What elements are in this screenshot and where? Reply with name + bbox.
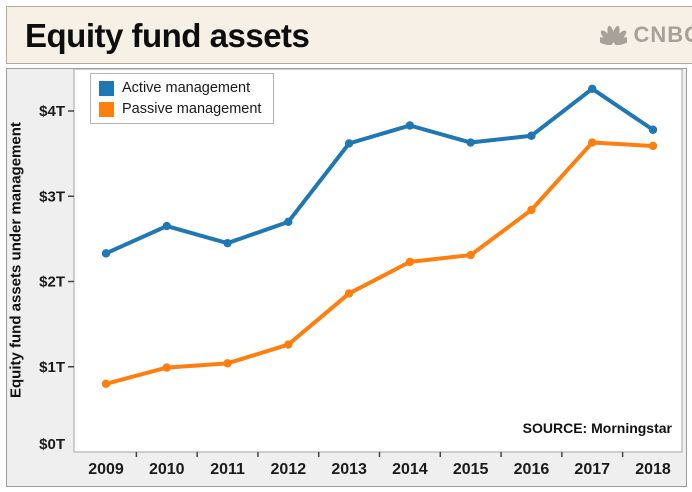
y-tick-label: $4T	[39, 103, 65, 120]
legend-item: Passive management	[99, 101, 261, 117]
plot-background	[73, 68, 683, 453]
data-point	[405, 257, 415, 267]
series-line-0	[104, 86, 655, 256]
x-tick-label: 2013	[331, 461, 367, 478]
data-point	[162, 221, 171, 231]
data-point	[527, 131, 536, 140]
x-tick-label: 2014	[392, 461, 428, 478]
data-point	[648, 141, 658, 151]
data-point	[162, 363, 171, 372]
legend-swatch	[99, 101, 114, 117]
y-tick-label: $1T	[39, 359, 65, 376]
y-axis-title: Equity fund assets under management	[7, 122, 25, 399]
data-point	[466, 250, 475, 260]
x-tick-label: 2010	[149, 461, 185, 478]
peacock-icon	[600, 25, 628, 46]
data-point	[527, 205, 536, 215]
data-point	[405, 121, 415, 130]
data-point	[284, 340, 293, 349]
legend-swatch	[99, 80, 114, 96]
cnbc-logo-text: CNBC	[633, 22, 692, 47]
data-point	[344, 289, 354, 298]
cnbc-logo: CNBC	[600, 22, 692, 48]
header: Equity fund assets CNBC	[6, 6, 692, 64]
x-tick-label: 2015	[453, 461, 489, 478]
legend: Active management Passive management	[90, 73, 275, 124]
source-note: SOURCE: Morningstar	[522, 420, 672, 436]
data-point	[101, 249, 111, 258]
y-tick-label: $2T	[39, 274, 65, 291]
legend-item: Active management	[99, 80, 261, 96]
page-title: Equity fund assets	[25, 16, 310, 54]
y-tick-label: $3T	[39, 188, 65, 205]
x-tick-label: 2012	[271, 461, 307, 478]
series-line-1	[104, 140, 655, 386]
x-tick-label: 2018	[635, 461, 671, 478]
x-tick-label: 2011	[210, 461, 245, 478]
data-point	[344, 139, 354, 148]
data-point	[223, 359, 232, 368]
y-tick-label: $0T	[39, 436, 65, 453]
data-point	[223, 238, 232, 248]
data-point	[588, 138, 597, 147]
data-point	[466, 138, 475, 147]
data-point	[284, 217, 293, 227]
data-point	[101, 379, 111, 388]
x-tick-label: 2016	[514, 461, 550, 478]
x-tick-label: 2009	[88, 461, 124, 478]
data-point	[588, 84, 597, 94]
legend-label: Passive management	[122, 101, 262, 117]
legend-label: Active management	[122, 80, 251, 96]
x-tick-label: 2017	[574, 461, 610, 478]
data-point	[648, 125, 658, 134]
